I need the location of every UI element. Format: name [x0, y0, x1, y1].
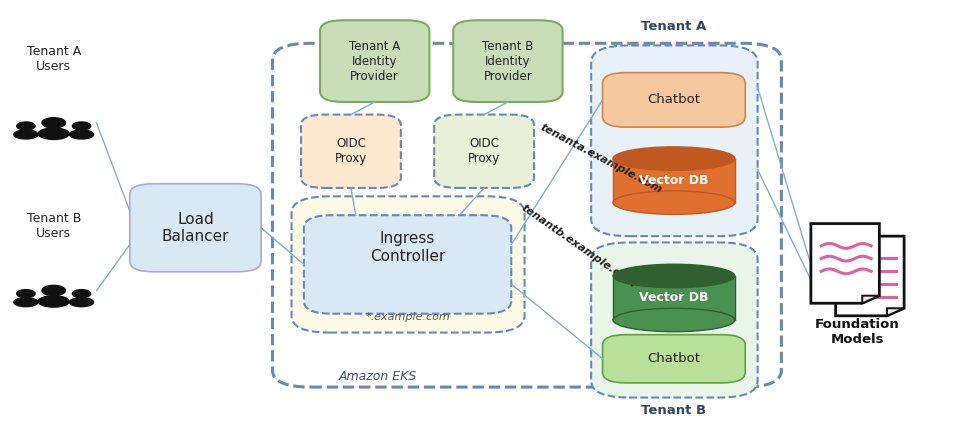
FancyBboxPatch shape — [602, 335, 744, 383]
Ellipse shape — [613, 147, 734, 170]
Text: Tenant A
Identity
Provider: Tenant A Identity Provider — [349, 40, 400, 83]
Text: Amazon EKS: Amazon EKS — [338, 370, 416, 383]
Text: OIDC
Proxy: OIDC Proxy — [335, 137, 367, 165]
Text: Chatbot: Chatbot — [647, 93, 700, 106]
FancyBboxPatch shape — [434, 115, 534, 188]
Polygon shape — [886, 308, 903, 316]
FancyBboxPatch shape — [319, 20, 429, 102]
Text: Vector DB: Vector DB — [639, 174, 708, 187]
Text: Load
Balancer: Load Balancer — [161, 211, 229, 244]
FancyBboxPatch shape — [453, 20, 562, 102]
Ellipse shape — [70, 130, 93, 139]
Ellipse shape — [38, 128, 69, 139]
Text: Tenant B
Users: Tenant B Users — [27, 212, 81, 241]
Text: *.example.com: *.example.com — [365, 312, 450, 322]
FancyBboxPatch shape — [602, 73, 744, 127]
Polygon shape — [862, 296, 879, 303]
Text: Tenant B
Identity
Provider: Tenant B Identity Provider — [481, 40, 533, 83]
FancyBboxPatch shape — [591, 46, 757, 236]
FancyBboxPatch shape — [304, 215, 511, 314]
Circle shape — [17, 289, 35, 298]
Polygon shape — [810, 224, 879, 303]
Text: Foundation
Models: Foundation Models — [814, 318, 899, 346]
FancyBboxPatch shape — [292, 196, 524, 333]
Ellipse shape — [613, 264, 734, 288]
Text: tenantb.example.com: tenantb.example.com — [519, 203, 638, 290]
FancyBboxPatch shape — [301, 115, 400, 188]
Ellipse shape — [13, 130, 38, 139]
FancyBboxPatch shape — [130, 184, 261, 272]
Text: Tenant A: Tenant A — [640, 20, 706, 33]
FancyBboxPatch shape — [613, 276, 734, 320]
Text: Vector DB: Vector DB — [639, 292, 708, 305]
Text: tenanta.example.com: tenanta.example.com — [538, 122, 663, 195]
FancyBboxPatch shape — [591, 243, 757, 398]
Circle shape — [42, 118, 66, 128]
Text: Ingress
Controller: Ingress Controller — [370, 232, 445, 264]
Ellipse shape — [613, 308, 734, 332]
Ellipse shape — [13, 298, 38, 307]
Circle shape — [17, 122, 35, 130]
Circle shape — [72, 122, 91, 130]
Text: OIDC
Proxy: OIDC Proxy — [468, 137, 499, 165]
Text: Chatbot: Chatbot — [647, 352, 700, 365]
Text: Tenant A
Users: Tenant A Users — [27, 45, 81, 73]
Circle shape — [72, 289, 91, 298]
Text: Tenant B: Tenant B — [640, 404, 706, 417]
Polygon shape — [835, 236, 903, 316]
Ellipse shape — [38, 296, 69, 307]
Ellipse shape — [70, 298, 93, 307]
Ellipse shape — [613, 191, 734, 214]
Circle shape — [42, 285, 66, 296]
FancyBboxPatch shape — [613, 159, 734, 203]
